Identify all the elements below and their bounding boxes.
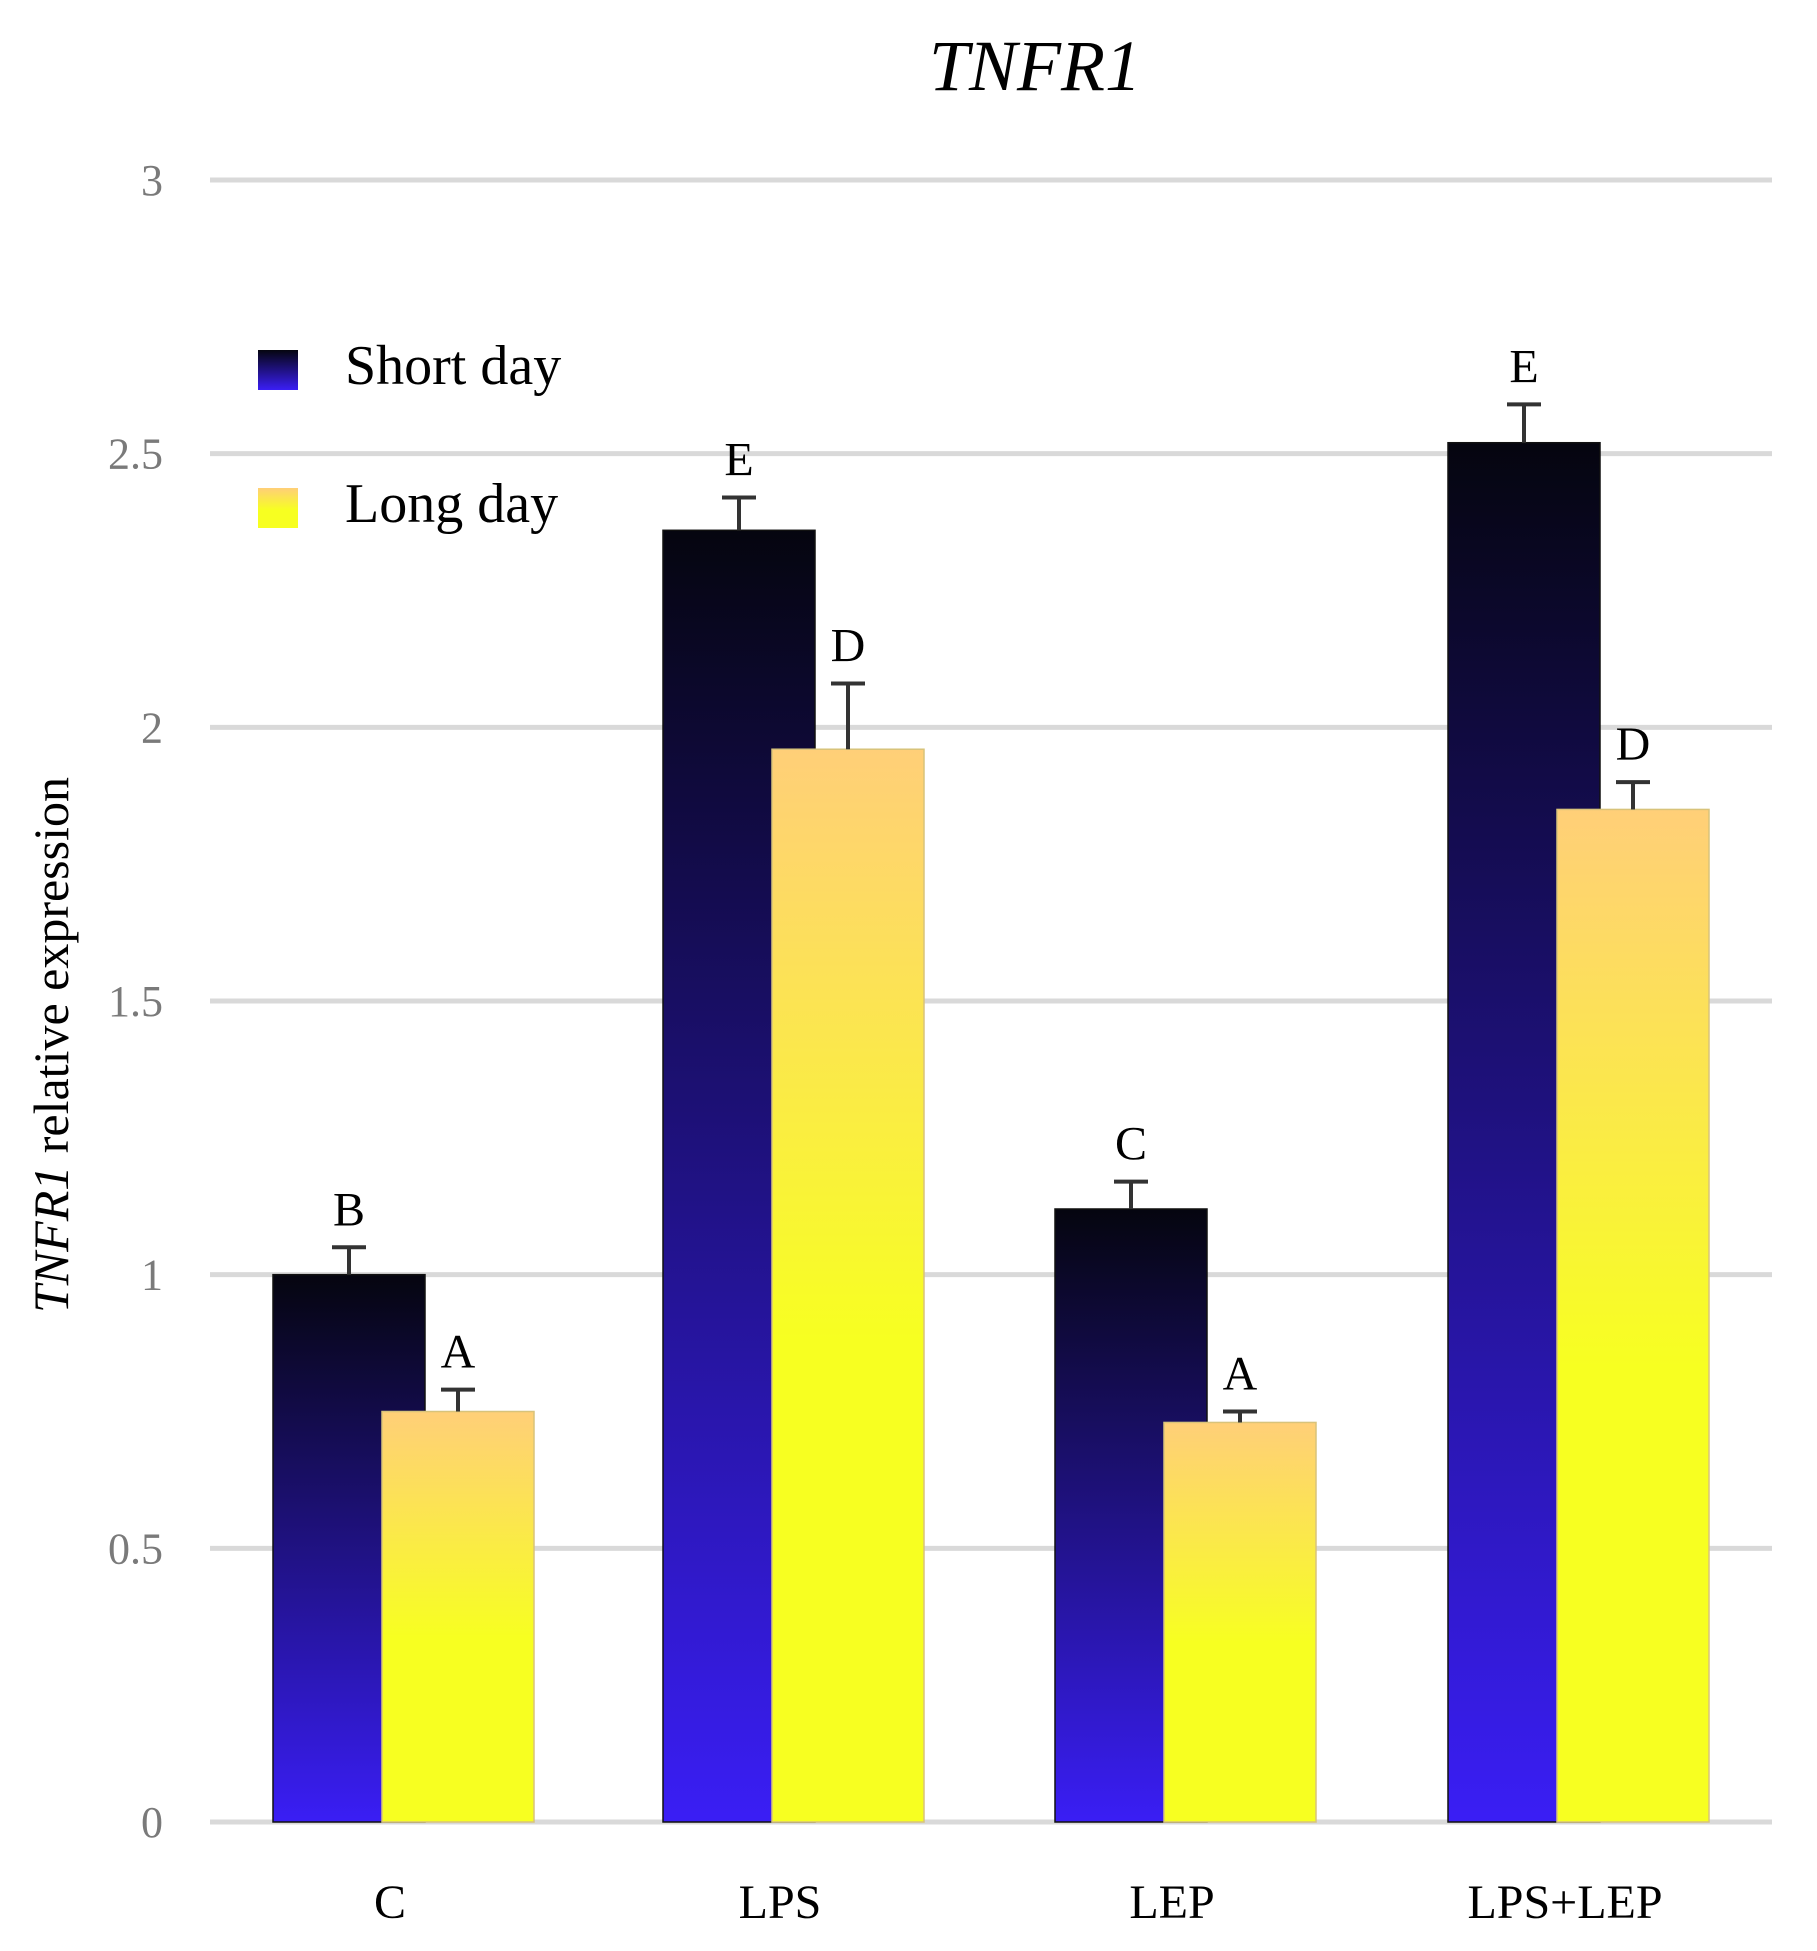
y-tick-label: 1 (141, 1251, 163, 1300)
bars (272, 441, 1710, 1823)
significance-label: E (1509, 340, 1538, 393)
y-tick-label: 3 (141, 156, 163, 205)
significance-label: E (724, 433, 753, 486)
y-axis-label-gene: TNFR1 (23, 1166, 79, 1313)
significance-label: A (1223, 1348, 1258, 1401)
significance-label: D (1616, 718, 1651, 771)
significance-label: C (1115, 1118, 1147, 1171)
significance-label: D (831, 620, 866, 673)
significance-label: B (333, 1183, 365, 1236)
error-bars (332, 402, 1650, 1423)
significance-labels: B A E D C A E D (333, 340, 1650, 1400)
significance-label: A (441, 1326, 476, 1379)
bar-long-day-lep (1163, 1421, 1317, 1823)
y-tick-label: 1.5 (108, 977, 163, 1026)
bar-long-day-lps-lep (1556, 808, 1710, 1823)
legend-label-long-day: Long day (345, 473, 558, 535)
y-tick-label: 2 (141, 703, 163, 752)
y-tick-label: 0.5 (108, 1524, 163, 1573)
legend-label-short-day: Short day (345, 335, 561, 397)
chart-title: TNFR1 (929, 26, 1141, 106)
y-axis-ticks: 0 0.5 1 1.5 2 2.5 3 (108, 156, 163, 1847)
x-axis-categories: C LPS LEP LPS+LEP (374, 1876, 1663, 1929)
x-category-label: LPS (739, 1876, 822, 1929)
legend-swatch-long-day (258, 488, 298, 528)
y-tick-label: 2.5 (108, 430, 163, 479)
y-tick-label: 0 (141, 1798, 163, 1847)
x-category-label: LEP (1129, 1876, 1214, 1929)
y-axis-label-rest: relative expression (23, 777, 79, 1166)
y-axis-label: TNFR1 relative expression (23, 777, 79, 1313)
x-category-label: C (374, 1876, 406, 1929)
legend-swatch-short-day (258, 350, 298, 390)
bar-long-day-c (381, 1410, 535, 1823)
legend: Short day Long day (258, 335, 561, 535)
bar-long-day-lps (771, 748, 925, 1823)
x-category-label: LPS+LEP (1467, 1876, 1662, 1929)
